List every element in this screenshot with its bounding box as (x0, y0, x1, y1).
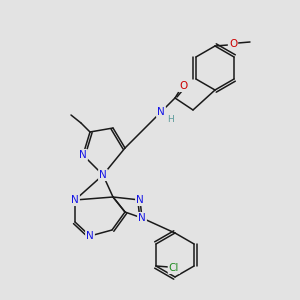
Text: O: O (229, 39, 237, 49)
Text: N: N (79, 150, 87, 160)
Text: N: N (99, 170, 107, 180)
Text: Cl: Cl (169, 263, 179, 273)
Text: N: N (86, 231, 94, 241)
Text: H: H (168, 116, 174, 124)
Text: N: N (71, 195, 79, 205)
Text: N: N (136, 195, 144, 205)
Text: N: N (157, 107, 165, 117)
Text: N: N (138, 213, 146, 223)
Text: O: O (179, 81, 187, 91)
